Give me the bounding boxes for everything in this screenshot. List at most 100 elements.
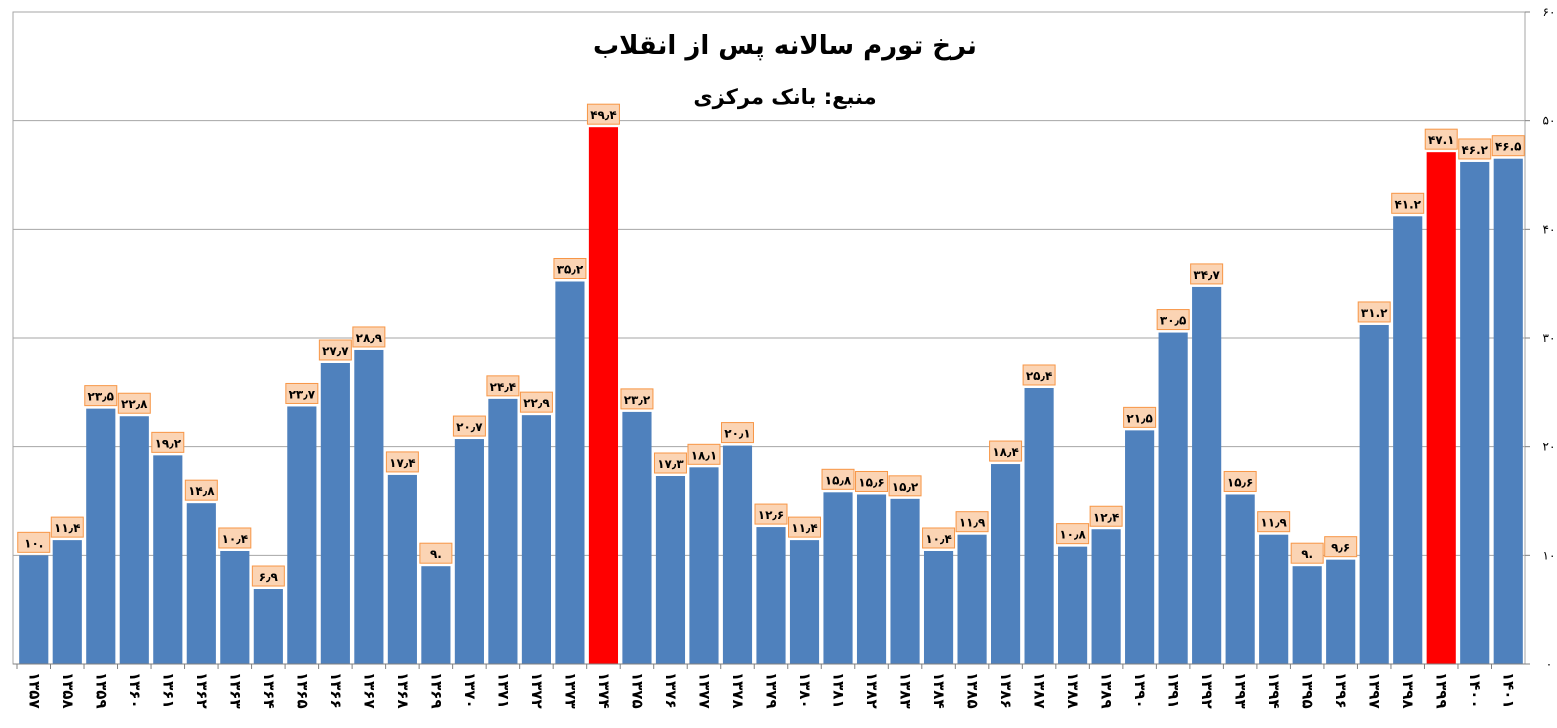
data-label: ۱۰٫۸ bbox=[1059, 528, 1086, 542]
data-label: ۱۱٫۴ bbox=[791, 521, 817, 535]
x-tick-label: ۱۳۸۱ bbox=[830, 672, 848, 709]
y-tick-label: ۶۰ bbox=[1543, 5, 1556, 19]
data-label-box bbox=[184, 479, 218, 501]
data-label-box bbox=[17, 531, 51, 553]
data-label: ۱۱٫۹ bbox=[1260, 516, 1287, 530]
x-tick-label: ۱۳۹۶ bbox=[1332, 672, 1350, 709]
bar bbox=[521, 415, 551, 664]
data-label-box bbox=[720, 422, 754, 444]
bar bbox=[890, 498, 920, 664]
data-label-box bbox=[117, 392, 151, 414]
x-tick-label: ۱۳۹۳ bbox=[1232, 672, 1250, 709]
bar bbox=[186, 503, 216, 664]
data-label-box bbox=[687, 443, 721, 465]
y-tick-label: ۲۰ bbox=[1543, 440, 1556, 454]
data-label-box bbox=[218, 527, 252, 549]
y-tick-label: ۰ bbox=[1546, 657, 1552, 671]
data-label-box bbox=[855, 470, 889, 492]
data-label: ۴۶.۲ bbox=[1461, 143, 1488, 157]
data-label-box bbox=[1290, 542, 1324, 564]
data-label-box bbox=[1089, 505, 1123, 527]
x-tick-label: ۱۳۷۰ bbox=[461, 672, 479, 709]
x-tick-label: ۱۳۷۵ bbox=[628, 672, 646, 709]
x-tick-label: ۱۳۶۹ bbox=[427, 672, 445, 709]
x-axis-ticks: ۱۳۵۷ ۱۳۵۸ ۱۳۵۹ ۱۳۶۰ ۱۳۶۱ ۱۳۶۲ ۱۳۶۳ ۱۳۶۴ ۱۳۶۵ ۱۳۶۶… bbox=[13, 663, 1525, 709]
data-label: ۲۰٫۱ bbox=[724, 427, 750, 441]
x-tick-label: ۱۳۸۳ bbox=[897, 672, 915, 709]
data-label: ۲۵٫۴ bbox=[1026, 369, 1052, 383]
bar bbox=[1024, 387, 1054, 664]
bar bbox=[354, 349, 384, 664]
data-label: ۳۱.۲ bbox=[1361, 306, 1388, 320]
data-label-box bbox=[1056, 523, 1090, 545]
data-label-box bbox=[1123, 406, 1157, 428]
y-tick-label: ۳۰ bbox=[1543, 331, 1556, 345]
data-label-box bbox=[620, 388, 654, 410]
data-labels: ۱۰. ۱۱٫۴ ۲۳٫۵ ۲۲٫۸ ۱۹٫۲ ۱۴٫۸ ۱۰٫۴ ۶٫۹ ۲۳٫۷ ۲۷٫۷ ۲۸… bbox=[17, 103, 1525, 587]
bars bbox=[19, 127, 1523, 665]
bar bbox=[1158, 332, 1188, 664]
data-label: ۱۲٫۴ bbox=[1093, 510, 1119, 524]
data-label-box bbox=[1458, 138, 1492, 160]
bar bbox=[387, 474, 417, 664]
data-label: ۱۰. bbox=[24, 536, 43, 550]
data-label-box bbox=[653, 452, 687, 474]
data-label-box bbox=[1223, 470, 1257, 492]
data-label-box bbox=[754, 503, 788, 525]
x-tick-label: ۱۳۸۷ bbox=[1031, 672, 1049, 709]
data-label-box bbox=[955, 511, 989, 533]
x-tick-label: ۱۳۷۸ bbox=[729, 672, 747, 709]
x-tick-label: ۱۳۶۶ bbox=[327, 672, 345, 709]
data-label: ۴۹٫۴ bbox=[590, 108, 616, 122]
bar bbox=[1326, 559, 1356, 664]
x-tick-label: ۱۳۹۱ bbox=[1165, 672, 1183, 709]
data-label: ۱۴٫۸ bbox=[188, 484, 215, 498]
bar bbox=[454, 439, 484, 664]
bar bbox=[991, 464, 1021, 664]
data-label-box bbox=[1156, 309, 1190, 331]
data-label: ۱۸٫۴ bbox=[992, 445, 1018, 459]
data-label: ۲۸٫۹ bbox=[356, 331, 383, 345]
x-tick-label: ۱۴۰۰ bbox=[1466, 672, 1484, 709]
x-tick-label: ۱۳۹۸ bbox=[1399, 672, 1417, 709]
data-label: ۱۰٫۴ bbox=[222, 532, 248, 546]
data-label-box bbox=[888, 475, 922, 497]
bar bbox=[1192, 286, 1222, 664]
bar bbox=[957, 534, 987, 664]
bar bbox=[655, 476, 686, 664]
bar bbox=[588, 127, 619, 665]
x-tick-label: ۱۳۶۷ bbox=[360, 672, 378, 709]
bar bbox=[789, 540, 820, 664]
chart-title: نرخ تورم سالانه پس از انقلاب bbox=[593, 31, 977, 61]
data-label-box bbox=[989, 440, 1023, 462]
x-tick-label: ۱۳۸۵ bbox=[964, 672, 982, 709]
x-tick-label: ۱۳۶۲ bbox=[193, 672, 211, 709]
data-label-box bbox=[1257, 511, 1291, 533]
data-label: ۱۷٫۴ bbox=[389, 456, 415, 470]
bar bbox=[823, 492, 853, 664]
bar bbox=[52, 540, 82, 664]
data-label: ۲۰٫۷ bbox=[456, 420, 483, 434]
data-label: ۱۱٫۴ bbox=[54, 521, 80, 535]
bar bbox=[153, 455, 183, 664]
bar bbox=[1058, 546, 1088, 664]
data-label: ۲۳٫۷ bbox=[289, 387, 316, 401]
data-label-box bbox=[821, 468, 855, 490]
data-label-box bbox=[519, 391, 553, 413]
x-tick-label: ۱۳۶۴ bbox=[260, 672, 278, 709]
bar bbox=[320, 362, 350, 664]
data-label: ۳۰٫۵ bbox=[1160, 314, 1186, 328]
data-label-box bbox=[151, 431, 185, 453]
bar bbox=[622, 411, 652, 664]
data-label: ۴۷.۱ bbox=[1428, 133, 1455, 147]
y-tick-label: ۵۰ bbox=[1543, 114, 1556, 128]
bar bbox=[1225, 494, 1255, 664]
x-tick-label: ۱۳۷۲ bbox=[528, 672, 546, 709]
data-label: ۱۲٫۶ bbox=[758, 508, 784, 522]
x-tick-label: ۱۴۰۱ bbox=[1500, 672, 1518, 709]
x-tick-label: ۱۳۷۷ bbox=[695, 672, 713, 709]
bar bbox=[756, 527, 786, 664]
bar bbox=[1393, 216, 1423, 664]
x-tick-label: ۱۳۸۸ bbox=[1064, 672, 1082, 709]
